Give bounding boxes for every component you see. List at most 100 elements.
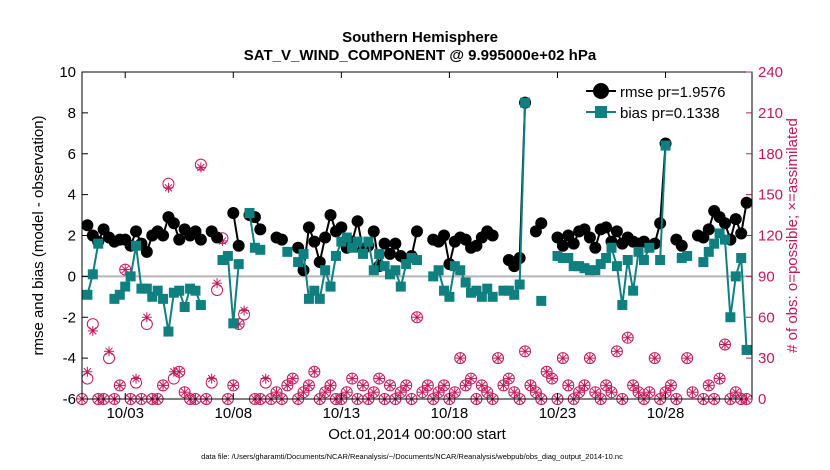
rmse-point bbox=[167, 217, 180, 230]
obs-possible-marker bbox=[643, 386, 656, 399]
rmse-point bbox=[675, 239, 688, 252]
obs-assimilated-marker bbox=[347, 373, 358, 384]
rmse-point bbox=[308, 235, 321, 248]
bias-point bbox=[158, 293, 169, 304]
obs-assimilated-marker bbox=[466, 373, 477, 384]
obs-assimilated-marker bbox=[703, 380, 714, 391]
bias-point bbox=[228, 318, 239, 329]
bias-point bbox=[120, 281, 131, 292]
obs-assimilated-marker bbox=[687, 387, 698, 398]
chart-subtitle: SAT_V_WIND_COMPONENT @ 9.995000e+02 hPa bbox=[244, 47, 597, 64]
obs-assimilated-marker bbox=[228, 380, 239, 391]
legend: rmse pr=1.9576 bias pr=0.1338 bbox=[586, 83, 725, 122]
bias-point bbox=[82, 289, 93, 300]
bias-point bbox=[330, 250, 341, 261]
bias-point bbox=[341, 232, 352, 243]
obs-possible-marker bbox=[454, 352, 467, 365]
obs-assimilated-marker bbox=[547, 373, 558, 384]
bias-point bbox=[352, 236, 363, 247]
obs-assimilated-marker bbox=[325, 380, 336, 391]
x-tick-label: 10/28 bbox=[647, 405, 685, 422]
obs-assimilated-marker bbox=[476, 380, 487, 391]
bias-point bbox=[584, 265, 595, 276]
bias-point bbox=[536, 295, 547, 306]
obs-assimilated-marker bbox=[158, 380, 169, 391]
obs-assimilated-marker bbox=[357, 380, 368, 391]
bias-point bbox=[255, 244, 266, 255]
bias-point bbox=[114, 289, 125, 300]
obs-assimilated-marker bbox=[460, 380, 471, 391]
rmse-point bbox=[383, 247, 396, 260]
bias-point bbox=[293, 257, 304, 268]
rmse-point bbox=[735, 227, 748, 240]
bias-point bbox=[433, 265, 444, 276]
rmse-point bbox=[654, 217, 667, 230]
rmse-point bbox=[302, 221, 315, 234]
bias-point bbox=[233, 259, 244, 270]
obs-possible-marker bbox=[286, 372, 299, 385]
rmse-point bbox=[319, 231, 332, 244]
y-right-tick-label: 210 bbox=[758, 105, 783, 122]
obs-possible-marker bbox=[583, 352, 596, 365]
obs-assimilated-marker bbox=[260, 373, 271, 384]
obs-possible-marker bbox=[113, 379, 126, 392]
axes: -6 -4 -2 0 2 4 6 8 10 0 30 60 90 120 150 180 210 240 10/03… bbox=[59, 64, 783, 422]
y-left-tick-label: 8 bbox=[68, 105, 76, 122]
obs-assimilated-marker bbox=[271, 387, 282, 398]
bias-point bbox=[298, 248, 309, 259]
obs-assimilated-marker bbox=[649, 353, 660, 364]
obs-assimilated-marker bbox=[628, 380, 639, 391]
bias-point bbox=[568, 261, 579, 272]
rmse-point bbox=[740, 196, 753, 209]
y-right-tick-label: 90 bbox=[758, 268, 775, 285]
obs-possible-marker bbox=[438, 379, 451, 392]
obs-possible-marker bbox=[578, 379, 591, 392]
obs-assimilated-marker bbox=[439, 380, 450, 391]
bias-point bbox=[249, 242, 260, 253]
rmse-point bbox=[173, 233, 186, 246]
obs-assimilated-marker bbox=[644, 387, 655, 398]
obs-possible-marker bbox=[546, 372, 559, 385]
y-left-tick-label: 10 bbox=[59, 64, 76, 81]
rmse-point bbox=[389, 237, 402, 250]
obs-assimilated-marker bbox=[395, 387, 406, 398]
bias-point bbox=[601, 252, 612, 263]
y-left-tick-label: 2 bbox=[68, 228, 76, 245]
bias-point bbox=[514, 279, 525, 290]
bias-point bbox=[217, 255, 228, 266]
bias-point bbox=[363, 236, 374, 247]
bias-point bbox=[638, 255, 649, 266]
rmse-point bbox=[411, 225, 423, 238]
bias-point bbox=[136, 283, 147, 294]
obs-possible-marker bbox=[702, 379, 715, 392]
bias-point bbox=[563, 252, 574, 263]
bias-point bbox=[87, 269, 98, 280]
obs-assimilated-marker bbox=[120, 264, 131, 275]
rmse-point bbox=[589, 241, 602, 254]
rmse-point bbox=[556, 239, 569, 252]
obs-possible-marker bbox=[383, 379, 396, 392]
bias-point bbox=[633, 246, 644, 257]
obs-possible-marker bbox=[373, 372, 386, 385]
obs-assimilated-marker bbox=[141, 312, 152, 323]
bias-point bbox=[428, 271, 439, 282]
rmse-point bbox=[729, 213, 742, 226]
bias-point bbox=[131, 240, 142, 251]
bias-point bbox=[444, 291, 455, 302]
rmse-point bbox=[367, 225, 380, 238]
obs-assimilated-marker bbox=[114, 380, 125, 391]
obs-possible-marker bbox=[556, 352, 569, 365]
obs-assimilated-marker bbox=[530, 387, 541, 398]
obs-possible-marker bbox=[119, 263, 132, 276]
bias-point bbox=[520, 97, 531, 108]
rmse-point bbox=[351, 215, 364, 228]
bias-point bbox=[595, 259, 606, 270]
obs-assimilated-marker bbox=[730, 387, 741, 398]
bias-point bbox=[379, 261, 390, 272]
obs-assimilated-marker bbox=[611, 346, 622, 357]
bias-point bbox=[303, 293, 314, 304]
obs-assimilated-marker bbox=[401, 380, 412, 391]
bias-point bbox=[487, 291, 498, 302]
obs-possible-marker bbox=[562, 379, 575, 392]
legend-bias-label: bias pr=0.1338 bbox=[620, 105, 720, 122]
